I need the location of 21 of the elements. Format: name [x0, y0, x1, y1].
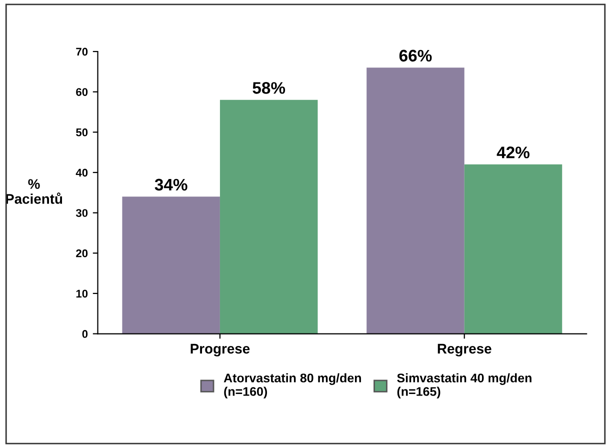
y-tick-label: 20: [76, 249, 88, 258]
data-label: 58%: [252, 82, 286, 94]
legend-label: Atorvastatin 80 mg/den (n=160): [224, 373, 361, 398]
data-label: 34%: [154, 178, 188, 191]
data-label: 66%: [399, 50, 432, 62]
x-tick-label: Regrese: [438, 344, 492, 356]
y-tick-label: 50: [76, 128, 88, 136]
y-tick-label: 10: [76, 290, 88, 298]
bar: [220, 100, 318, 334]
y-tick-label: 40: [76, 168, 88, 177]
bar: [464, 164, 562, 334]
data-label: 42%: [496, 146, 530, 158]
y-tick-label: 30: [76, 209, 88, 217]
x-tick-label: Progrese: [190, 344, 250, 356]
y-tick-label: 0: [82, 330, 88, 338]
y-tick-label: 70: [76, 48, 88, 56]
bar: [122, 196, 220, 334]
y-axis-title: % Pacientů: [6, 179, 62, 204]
legend-label: Simvastatin 40 mg/den (n=165): [397, 373, 532, 398]
bar: [366, 68, 464, 334]
y-tick-label: 60: [76, 88, 88, 96]
